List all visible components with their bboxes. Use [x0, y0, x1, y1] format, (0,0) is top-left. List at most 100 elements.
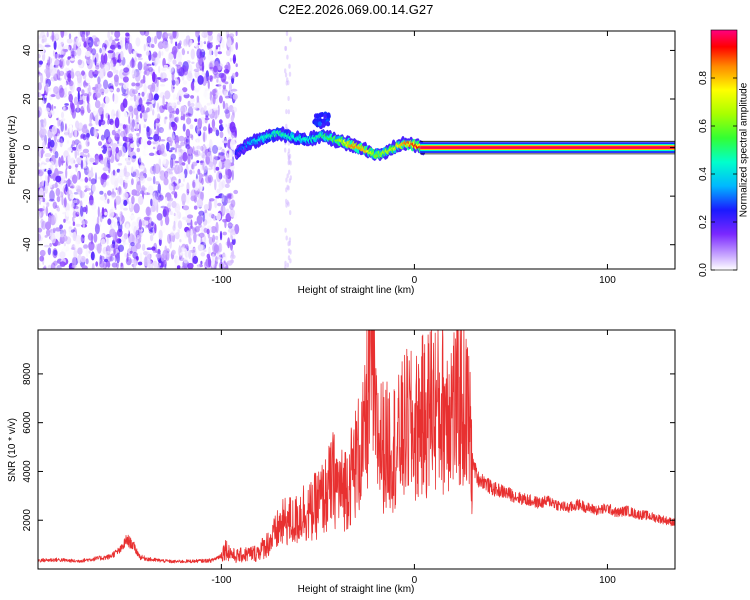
noise-speckle [107, 190, 112, 196]
noise-speckle [196, 190, 199, 198]
noise-speckle [145, 190, 147, 196]
noise-speckle [176, 101, 181, 105]
noise-speckle [100, 238, 106, 247]
noise-speckle [39, 212, 42, 218]
noise-speckle [203, 37, 206, 45]
noise-speckle [52, 183, 59, 188]
noise-speckle [123, 45, 126, 54]
snr-line [38, 330, 675, 564]
streak-speckle [288, 71, 292, 77]
noise-speckle [216, 90, 223, 97]
noise-speckle [155, 249, 161, 254]
noise-speckle [130, 165, 137, 172]
noise-speckle [48, 183, 53, 188]
noise-speckle [109, 208, 115, 219]
noise-speckle [208, 236, 213, 245]
noise-speckle [137, 104, 142, 112]
noise-speckle [42, 197, 46, 203]
noise-speckle [183, 136, 187, 145]
noise-speckle [173, 93, 177, 101]
noise-speckle [187, 262, 194, 269]
noise-speckle [56, 241, 61, 246]
noise-speckle [214, 179, 217, 191]
noise-speckle [140, 236, 144, 243]
noise-speckle [164, 116, 168, 120]
noise-speckle [59, 54, 64, 58]
noise-speckle [117, 175, 123, 184]
noise-speckle [193, 68, 200, 73]
noise-speckle [171, 190, 178, 195]
noise-speckle [171, 71, 175, 81]
noise-speckle [215, 92, 220, 95]
noise-speckle [74, 148, 78, 159]
noise-speckle [197, 168, 201, 175]
noise-speckle [106, 236, 109, 245]
noise-speckle [160, 143, 165, 152]
noise-speckle [182, 205, 190, 211]
noise-speckle [110, 31, 114, 35]
streak-speckle [285, 177, 288, 183]
noise-speckle [186, 178, 192, 189]
noise-speckle [232, 54, 236, 64]
noise-speckle [190, 102, 195, 108]
noise-speckle [82, 100, 86, 109]
noise-speckle [207, 31, 213, 36]
noise-speckle [88, 36, 94, 48]
noise-speckle [203, 249, 207, 253]
noise-speckle [129, 214, 135, 221]
noise-speckle [160, 84, 166, 87]
noise-speckle [226, 194, 233, 200]
noise-speckle [215, 235, 219, 240]
noise-speckle [185, 192, 190, 204]
noise-speckle [138, 219, 142, 231]
noise-speckle [169, 111, 172, 119]
noise-speckle [213, 244, 219, 254]
noise-speckle [116, 43, 119, 48]
noise-speckle [93, 127, 97, 137]
noise-speckle [46, 31, 49, 38]
noise-speckle [189, 169, 193, 175]
noise-speckle [83, 93, 88, 97]
noise-speckle [63, 58, 66, 67]
noise-speckle [128, 115, 131, 125]
noise-speckle [184, 250, 190, 258]
noise-speckle [96, 216, 100, 225]
noise-speckle [160, 253, 165, 262]
noise-speckle [220, 73, 227, 83]
noise-speckle [205, 213, 212, 224]
streak-speckle [288, 169, 291, 175]
noise-speckle [105, 260, 111, 269]
noise-speckle [38, 71, 41, 75]
noise-speckle [168, 182, 175, 191]
noise-speckle [120, 50, 124, 61]
noise-speckle [141, 203, 146, 215]
noise-speckle [105, 149, 110, 159]
noise-speckle [203, 165, 208, 175]
noise-speckle [113, 93, 119, 105]
noise-speckle [49, 214, 57, 226]
noise-speckle [41, 251, 46, 254]
noise-speckle [129, 187, 132, 196]
streak-speckle [284, 227, 287, 233]
noise-speckle [81, 125, 88, 134]
noise-speckle [89, 194, 94, 206]
noise-speckle [82, 206, 87, 213]
noise-speckle [139, 165, 145, 172]
spectrogram-heatmap [38, 31, 675, 269]
noise-speckle [194, 70, 200, 79]
noise-speckle [211, 78, 214, 87]
noise-speckle [196, 95, 200, 103]
noise-speckle [119, 177, 124, 186]
noise-speckle [38, 169, 41, 175]
noise-speckle [132, 251, 138, 259]
noise-speckle [113, 74, 119, 83]
noise-speckle [118, 82, 124, 86]
streak-speckle [284, 68, 287, 74]
noise-speckle [224, 109, 230, 114]
noise-speckle [226, 260, 233, 266]
noise-speckle [170, 38, 173, 44]
noise-speckle [176, 256, 179, 266]
noise-speckle [87, 152, 90, 158]
streak-speckle [288, 63, 291, 69]
noise-speckle [87, 232, 94, 241]
